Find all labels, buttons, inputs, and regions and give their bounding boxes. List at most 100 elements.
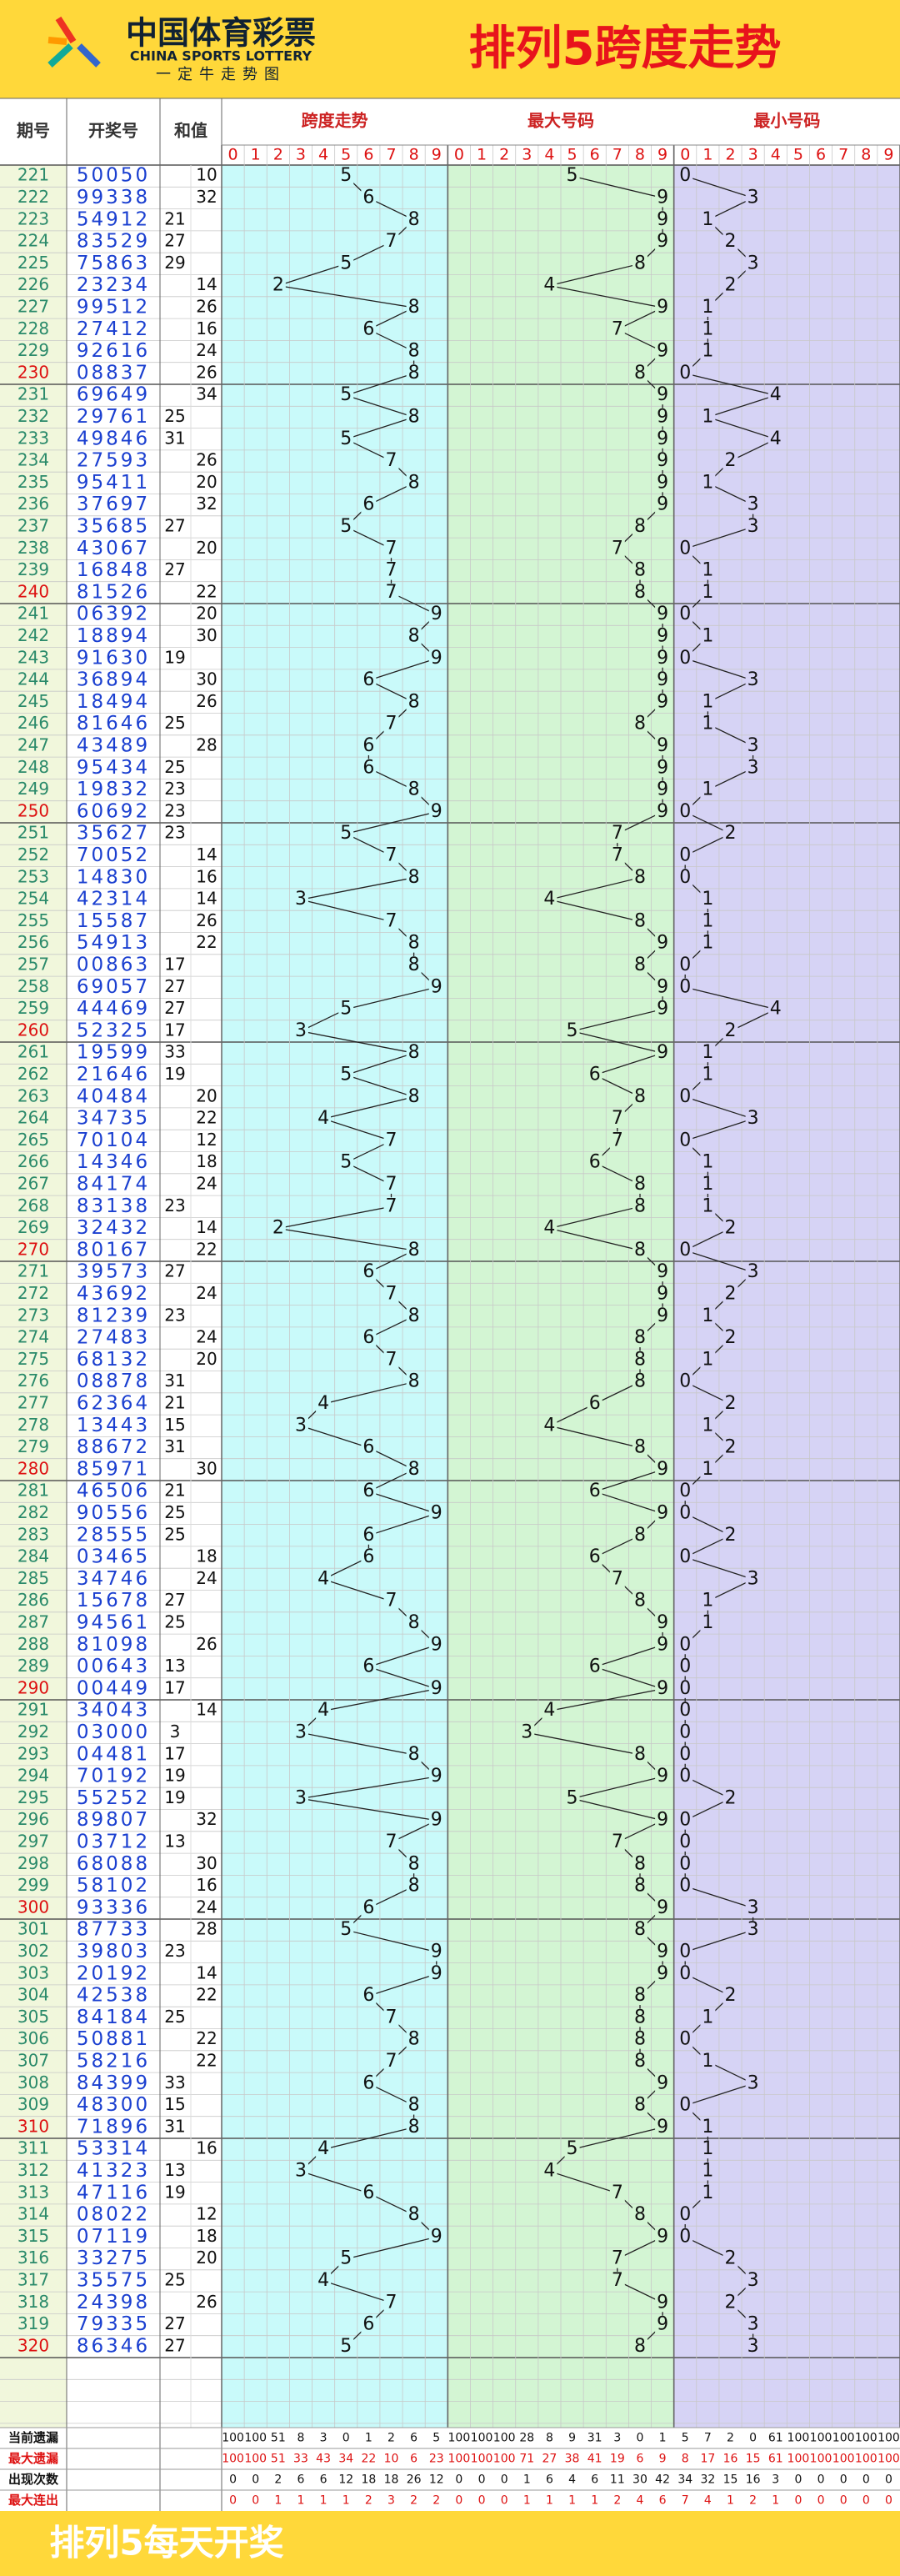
cell-bg — [383, 2008, 399, 2027]
trend-value: 0 — [679, 844, 691, 865]
sum: 29 — [164, 253, 185, 273]
trend-value: 1 — [702, 1612, 713, 1633]
draw-number: 28555 — [77, 1524, 150, 1546]
trend-value: 5 — [340, 165, 352, 186]
stat-value: 100 — [855, 2432, 878, 2445]
cell-bg — [655, 386, 671, 405]
draw-number: 46506 — [77, 1481, 150, 1502]
cell-bg — [542, 2162, 558, 2181]
cell-bg — [678, 1942, 693, 1962]
trend-value: 4 — [770, 999, 782, 1020]
cell-bg — [700, 912, 716, 931]
digit-header: 9 — [432, 146, 442, 164]
cell-bg — [655, 1964, 671, 1983]
stat-value: 4 — [636, 2494, 643, 2508]
cell-bg — [700, 1175, 716, 1194]
cell-bg — [655, 452, 671, 471]
cell-bg — [722, 1394, 738, 1413]
cell-bg — [361, 188, 377, 208]
cell-bg — [632, 1921, 648, 1940]
cell-bg — [722, 1987, 738, 2006]
sum: 3 — [170, 1722, 181, 1742]
trend-value: 8 — [634, 1853, 646, 1874]
issue: 286 — [18, 1590, 49, 1610]
draw-number: 81239 — [77, 1305, 150, 1326]
sum: 25 — [164, 1611, 185, 1631]
issue: 300 — [18, 1897, 49, 1917]
issue: 264 — [18, 1108, 49, 1128]
trend-value: 1 — [702, 2007, 713, 2027]
stat-value: 6 — [320, 2473, 328, 2487]
cell-bg — [655, 978, 671, 997]
draw-number: 24398 — [77, 2292, 150, 2313]
stat-value: 6 — [298, 2473, 305, 2487]
trend-value: 3 — [748, 494, 759, 515]
digit-header: 4 — [771, 146, 781, 164]
cell-bg — [768, 429, 783, 449]
issue: 250 — [18, 800, 49, 820]
sum: 26 — [196, 450, 217, 470]
trend-value: 6 — [362, 1481, 374, 1501]
draw-number: 04481 — [77, 1743, 150, 1765]
draw-number: 06392 — [77, 604, 150, 625]
draw-number: 37697 — [77, 494, 150, 515]
trend-value: 2 — [272, 1218, 284, 1239]
trend-value: 0 — [679, 1941, 691, 1962]
digit-header: 2 — [273, 146, 283, 164]
stat-value: 0 — [794, 2494, 802, 2508]
digit-header: 1 — [477, 146, 487, 164]
issue: 222 — [18, 187, 49, 207]
issue: 253 — [18, 866, 49, 886]
draw-number: 43692 — [77, 1283, 150, 1305]
issue: 304 — [18, 1985, 49, 2005]
issue: 308 — [18, 2072, 49, 2092]
trend-value: 8 — [634, 560, 646, 581]
issue: 235 — [18, 472, 49, 492]
issue: 319 — [18, 2313, 49, 2333]
trend-value: 8 — [634, 1195, 646, 1216]
issue: 284 — [18, 1546, 49, 1566]
trend-value: 9 — [657, 209, 668, 230]
cell-bg — [700, 627, 716, 646]
cell-bg — [655, 474, 671, 493]
trend-value: 2 — [725, 275, 737, 296]
trend-value: 0 — [679, 1810, 691, 1831]
stat-label: 出现次数 — [8, 2472, 59, 2487]
cell-bg — [722, 276, 738, 295]
issue: 290 — [18, 1677, 49, 1697]
trend-value: 9 — [431, 648, 442, 669]
trend-value: 5 — [340, 428, 352, 449]
cell-bg — [655, 495, 671, 514]
cell-bg — [316, 1110, 332, 1129]
cell-bg — [722, 1285, 738, 1304]
stat-value: 100 — [222, 2453, 244, 2466]
trend-value: 1 — [702, 1459, 713, 1480]
issue: 245 — [18, 691, 49, 711]
trend-value: 5 — [340, 1152, 352, 1173]
trend-value: 8 — [634, 1349, 646, 1370]
stat-value: 0 — [885, 2494, 892, 2508]
sum: 27 — [164, 1590, 185, 1610]
trend-value: 8 — [408, 1853, 420, 1874]
trend-value: 3 — [748, 253, 759, 273]
issue: 276 — [18, 1371, 49, 1391]
logo-icon — [48, 16, 101, 68]
header-bg — [0, 0, 900, 98]
issue: 278 — [18, 1415, 49, 1435]
trend-value: 1 — [702, 1591, 713, 1611]
sum: 22 — [196, 1108, 217, 1128]
draw-number: 39573 — [77, 1261, 150, 1283]
trend-value: 3 — [748, 735, 759, 756]
trend-value: 2 — [725, 823, 737, 844]
draw-number: 36894 — [77, 669, 150, 691]
cell-bg — [722, 1329, 738, 1348]
trend-value: 9 — [657, 472, 668, 493]
sum: 23 — [164, 823, 185, 843]
sum: 14 — [196, 1962, 217, 1982]
cell-bg — [678, 649, 693, 668]
issue: 274 — [18, 1327, 49, 1347]
trend-value: 4 — [543, 2160, 555, 2181]
trend-value: 8 — [634, 1371, 646, 1392]
draw-number: 99512 — [77, 296, 150, 318]
cell-bg — [745, 1263, 761, 1282]
